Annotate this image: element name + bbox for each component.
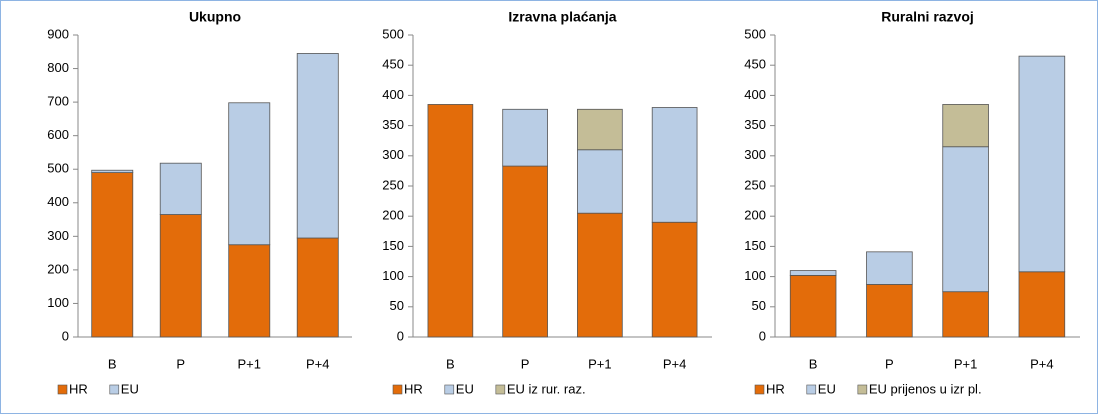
y-tick-label: 300 bbox=[47, 228, 69, 243]
legend-swatch bbox=[444, 384, 455, 395]
bar-segment bbox=[159, 214, 202, 338]
bar-segment bbox=[502, 108, 548, 167]
y-tick-label: 400 bbox=[744, 87, 766, 102]
bar-segment bbox=[651, 221, 698, 338]
y-tick-label: 100 bbox=[382, 268, 404, 283]
bar-segment bbox=[159, 162, 202, 215]
y-tick-label: 350 bbox=[744, 117, 766, 132]
x-tick-label: P bbox=[176, 356, 185, 371]
bar-segment bbox=[866, 284, 913, 338]
bar-segment bbox=[577, 149, 623, 214]
y-tick-label: 900 bbox=[47, 26, 69, 41]
y-tick-label: 200 bbox=[744, 208, 766, 223]
x-tick-label: B bbox=[108, 356, 117, 371]
legend-label: HR bbox=[69, 381, 88, 396]
bar-segment bbox=[228, 102, 271, 246]
x-tick-label: P+1 bbox=[954, 356, 978, 371]
x-tick-label: P+4 bbox=[1030, 356, 1054, 371]
y-tick-label: 350 bbox=[382, 117, 404, 132]
bar-segment bbox=[1018, 55, 1066, 273]
legend-swatch bbox=[495, 384, 506, 395]
bar-segment bbox=[296, 237, 339, 338]
legend-swatch bbox=[57, 384, 68, 395]
x-tick-label: P bbox=[521, 356, 530, 371]
bar-segment bbox=[577, 212, 623, 338]
x-tick-label: P+4 bbox=[306, 356, 330, 371]
legend-swatch bbox=[806, 384, 817, 395]
y-tick-label: 300 bbox=[744, 147, 766, 162]
y-tick-label: 450 bbox=[744, 57, 766, 72]
y-tick-label: 250 bbox=[382, 177, 404, 192]
bar-segment bbox=[942, 146, 989, 293]
x-tick-label: B bbox=[809, 356, 818, 371]
y-tick-label: 150 bbox=[382, 238, 404, 253]
y-tick-label: 800 bbox=[47, 60, 69, 75]
chart-title: Ruralni razvoj bbox=[881, 9, 974, 25]
legend-label: EU prijenos u izr pl. bbox=[869, 381, 982, 396]
y-tick-label: 0 bbox=[759, 328, 766, 343]
bar-segment bbox=[942, 291, 989, 338]
legend-label: HR bbox=[404, 381, 423, 396]
x-tick-label: P+1 bbox=[238, 356, 262, 371]
bar-segment bbox=[942, 104, 989, 148]
bar-segment bbox=[91, 169, 134, 173]
legend-swatch bbox=[754, 384, 765, 395]
bar-segment bbox=[577, 108, 623, 151]
y-tick-label: 200 bbox=[47, 261, 69, 276]
legend-label: EU bbox=[456, 381, 474, 396]
bar-segment bbox=[789, 274, 837, 338]
y-tick-label: 300 bbox=[382, 147, 404, 162]
bar-segment bbox=[228, 244, 271, 338]
legend-label: EU bbox=[818, 381, 836, 396]
legend-label: EU iz rur. raz. bbox=[507, 381, 586, 396]
x-tick-label: B bbox=[446, 356, 455, 371]
y-tick-label: 450 bbox=[382, 57, 404, 72]
y-tick-label: 500 bbox=[744, 26, 766, 41]
chart-title: Izravna plaćanja bbox=[508, 9, 616, 25]
y-tick-label: 50 bbox=[752, 298, 766, 313]
y-tick-label: 200 bbox=[382, 208, 404, 223]
x-tick-label: P bbox=[885, 356, 894, 371]
y-tick-label: 600 bbox=[47, 127, 69, 142]
bar-segment bbox=[789, 270, 837, 276]
y-tick-label: 250 bbox=[744, 177, 766, 192]
legend-swatch bbox=[392, 384, 403, 395]
y-tick-label: 100 bbox=[744, 268, 766, 283]
y-tick-label: 400 bbox=[382, 87, 404, 102]
x-tick-label: P+4 bbox=[663, 356, 687, 371]
bar-segment bbox=[502, 165, 548, 338]
bar-segment bbox=[296, 53, 339, 239]
bar-segment bbox=[866, 251, 913, 285]
legend-swatch bbox=[109, 384, 120, 395]
x-tick-label: P+1 bbox=[588, 356, 612, 371]
bar-segment bbox=[1018, 271, 1066, 338]
y-tick-label: 0 bbox=[62, 328, 69, 343]
y-tick-label: 400 bbox=[47, 194, 69, 209]
bar-segment bbox=[651, 107, 698, 223]
legend-label: EU bbox=[121, 381, 139, 396]
legend-swatch bbox=[857, 384, 868, 395]
y-tick-label: 500 bbox=[47, 161, 69, 176]
y-tick-label: 50 bbox=[390, 298, 404, 313]
legend-label: HR bbox=[766, 381, 785, 396]
bar-segment bbox=[427, 104, 474, 338]
y-tick-label: 150 bbox=[744, 238, 766, 253]
y-tick-label: 0 bbox=[397, 328, 404, 343]
y-tick-label: 700 bbox=[47, 94, 69, 109]
y-tick-label: 500 bbox=[382, 26, 404, 41]
y-tick-label: 100 bbox=[47, 295, 69, 310]
bar-segment bbox=[91, 172, 134, 338]
chart-title: Ukupno bbox=[189, 9, 241, 25]
